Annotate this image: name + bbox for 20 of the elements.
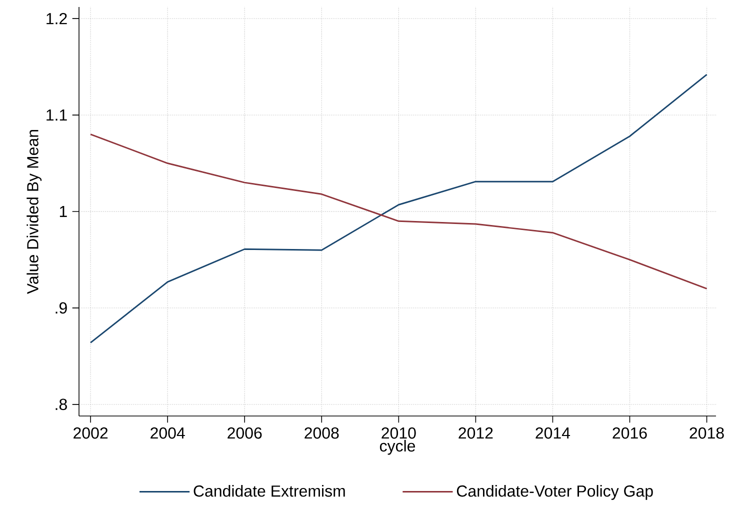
line-series	[90, 134, 708, 290]
legend-label: Candidate Extremism	[194, 485, 345, 497]
y-axis-title: Value Divided By Mean	[26, 130, 42, 294]
x-tick-label: 2004	[150, 427, 185, 439]
y-tick-label: 1.1	[46, 110, 67, 121]
x-axis-title: cycle	[380, 440, 416, 455]
y-tick-label: .8	[56, 398, 67, 410]
line-series	[90, 74, 708, 344]
x-tick-label: 2008	[304, 427, 339, 439]
x-tick-label: 2014	[536, 427, 570, 439]
x-tick-label: 2018	[690, 427, 724, 439]
x-tick-label: 2012	[458, 427, 493, 439]
y-tick-label: 1.2	[46, 12, 67, 24]
y-tick-label: .9	[56, 302, 67, 314]
x-tick-label: 2016	[612, 427, 647, 439]
x-tick-label: 2010	[382, 427, 416, 439]
x-tick-label: 2002	[74, 427, 108, 439]
y-tick-label: 1	[60, 206, 67, 218]
legend-label: Candidate-Voter Policy Gap	[456, 485, 653, 500]
x-tick-label: 2006	[228, 427, 262, 439]
